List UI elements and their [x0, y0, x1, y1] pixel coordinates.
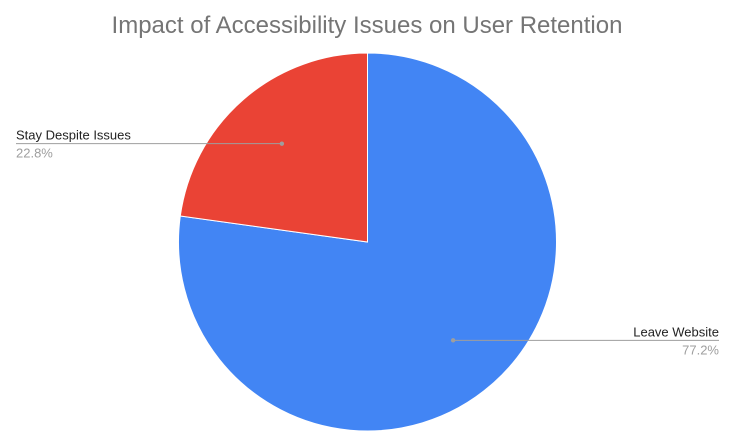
leader-lines	[16, 141, 719, 343]
slice-percent-stay-despite-issues: 22.8%	[16, 146, 53, 161]
pie-slices	[178, 52, 557, 432]
slice-percent-leave-website: 77.2%	[682, 342, 719, 357]
slice-labels: Leave Website 77.2% Stay Despite Issues 22.…	[16, 128, 719, 358]
leader-dot-leave-website	[450, 338, 456, 343]
chart-title: Impact of Accessibility Issues on User R…	[112, 12, 623, 39]
pie-slice-stay-despite-issues	[179, 52, 368, 243]
slice-label-leave-website: Leave Website	[633, 324, 719, 339]
slice-label-stay-despite-issues: Stay Despite Issues	[16, 128, 131, 143]
